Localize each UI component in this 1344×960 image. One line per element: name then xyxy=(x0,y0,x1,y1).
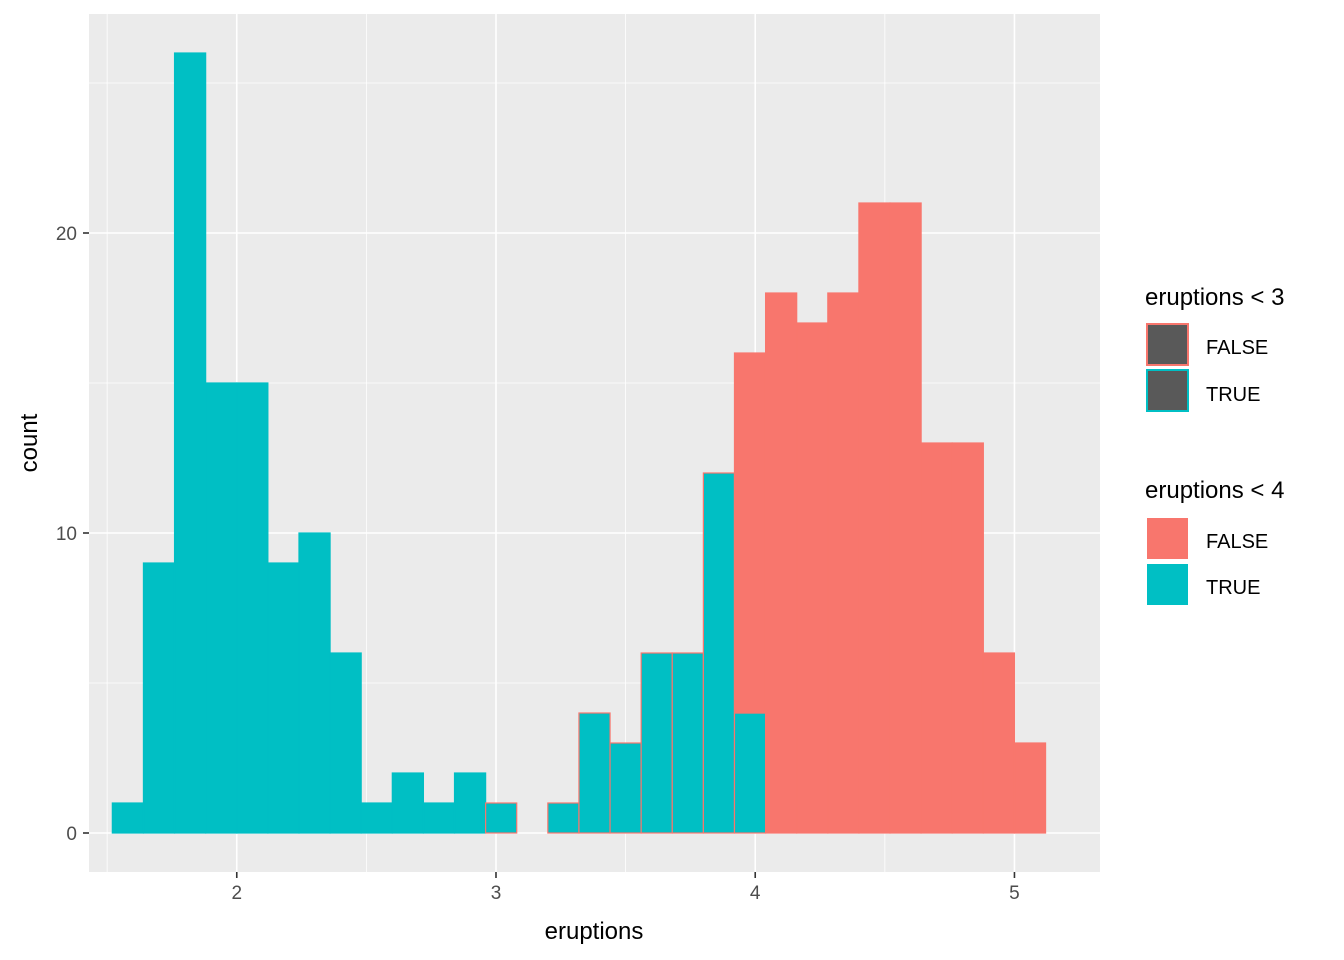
bar-true xyxy=(236,382,269,834)
legend-label: FALSE xyxy=(1206,531,1268,553)
bar-true xyxy=(111,802,145,834)
bar-true xyxy=(142,562,176,834)
y-tick-label: 20 xyxy=(56,224,77,245)
x-axis: 2 3 4 5 xyxy=(231,872,1020,904)
bar-true xyxy=(391,772,425,834)
bar-false xyxy=(796,322,829,834)
bar-true xyxy=(205,382,238,834)
bar-true xyxy=(173,52,207,834)
bar-true xyxy=(267,562,300,834)
bar-true xyxy=(547,802,580,834)
bar-false xyxy=(982,652,1016,834)
y-tick-label: 10 xyxy=(56,524,77,545)
bar-false xyxy=(920,442,953,834)
bar-true xyxy=(298,532,331,834)
bar-true xyxy=(422,802,456,834)
minor-gridlines xyxy=(89,14,1100,872)
legend-title: eruptions < 4 xyxy=(1145,477,1284,504)
bar-true xyxy=(640,652,673,834)
histogram-bars xyxy=(111,52,1047,834)
legend-key xyxy=(1146,369,1189,412)
legend-label: TRUE xyxy=(1206,384,1260,406)
bar-false xyxy=(858,202,891,834)
legend-key xyxy=(1147,564,1188,605)
bar-true xyxy=(485,802,518,834)
bar-true xyxy=(702,472,736,834)
legend-key xyxy=(1147,518,1188,559)
x-tick-label: 2 xyxy=(231,883,242,904)
legend-fill: eruptions < 4 FALSE TRUE xyxy=(1145,477,1284,605)
x-axis-title: eruptions xyxy=(545,918,644,945)
legend-title: eruptions < 3 xyxy=(1145,284,1284,311)
bar-false xyxy=(1013,742,1047,834)
x-tick-label: 3 xyxy=(491,883,502,904)
bar-true xyxy=(360,802,393,834)
x-tick-label: 5 xyxy=(1009,883,1020,904)
bar-true xyxy=(609,742,642,834)
legend-colour: eruptions < 3 FALSE TRUE xyxy=(1145,284,1284,412)
bar-false xyxy=(764,292,798,834)
x-tick-label: 4 xyxy=(750,883,761,904)
bar-true xyxy=(453,772,487,834)
y-axis-title: count xyxy=(16,413,43,472)
bar-true xyxy=(329,652,362,834)
legend-label: FALSE xyxy=(1206,337,1268,359)
bar-false xyxy=(733,352,767,714)
bar-true xyxy=(733,712,767,834)
bar-true xyxy=(578,712,611,834)
bar-false xyxy=(951,442,984,834)
bar-false xyxy=(827,292,860,834)
bar-true xyxy=(671,652,704,834)
legend-key xyxy=(1146,323,1189,366)
y-tick-label: 0 xyxy=(66,824,77,845)
legend-label: TRUE xyxy=(1206,577,1260,599)
bar-false xyxy=(889,202,922,834)
y-axis: 0 10 20 xyxy=(56,224,89,845)
